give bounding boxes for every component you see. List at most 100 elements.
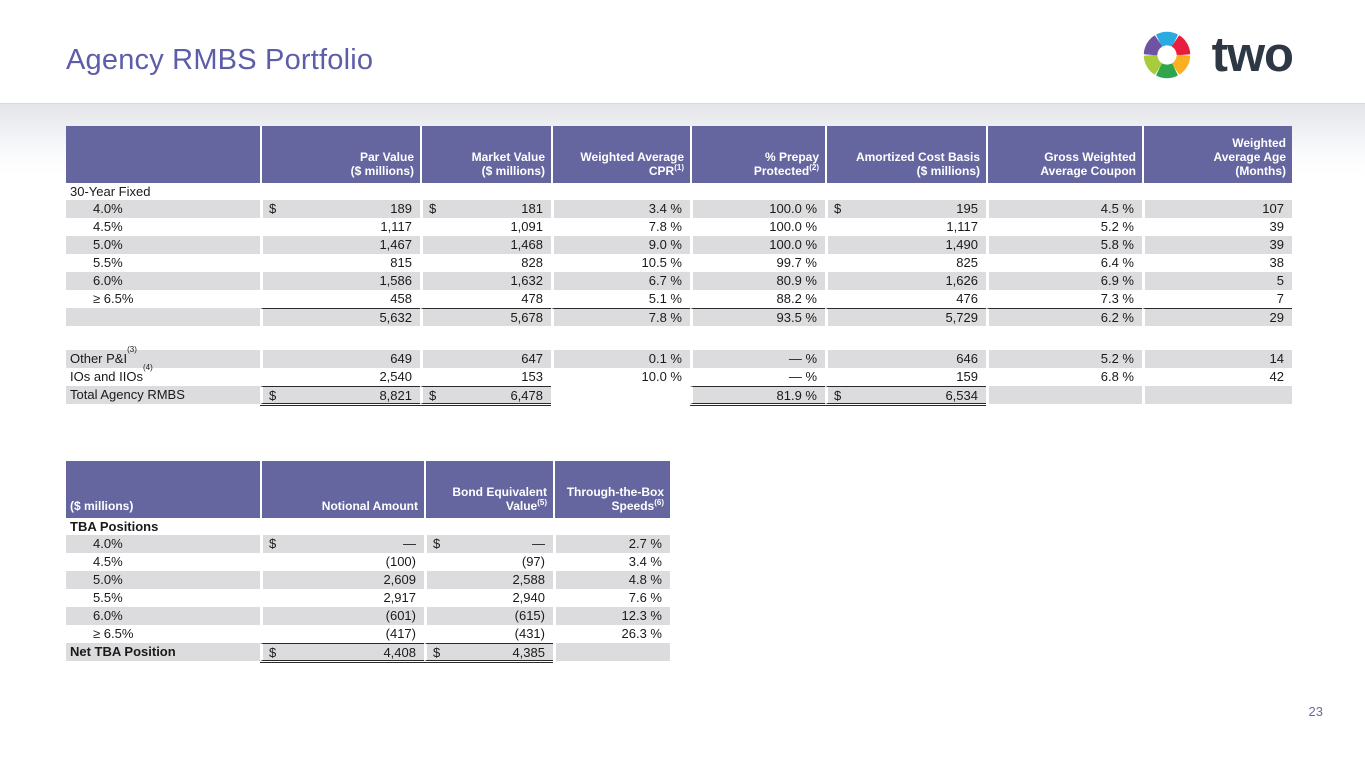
cell-value: 7 <box>1276 291 1284 306</box>
table-row: ≥ 6.5% 458 478 5.1 % 88.2 % 476 7.3 % 7 <box>66 290 1296 308</box>
column-header: Market Value ($ millions) <box>420 126 551 183</box>
header-line: Notional Amount <box>321 499 418 513</box>
cell-value: 100.0 % <box>769 237 817 252</box>
table-cell: 2,609 <box>260 571 424 589</box>
row-label: 6.0% <box>66 607 260 625</box>
row-label: Net TBA Position <box>66 643 260 661</box>
table-row: Net TBA Position $4,408 $4,385 <box>66 643 674 663</box>
row-label: ≥ 6.5% <box>93 291 134 306</box>
column-header: Through-the-Box Speeds(6) <box>553 461 670 518</box>
table-cell: $189 <box>260 200 420 218</box>
table-cell: 647 <box>420 350 551 368</box>
table-row: 5,632 5,678 7.8 % 93.5 % 5,729 6.2 % 29 <box>66 308 1296 326</box>
table-row: 4.0% $189 $181 3.4 % 100.0 % $195 4.5 % 107 <box>66 200 1296 218</box>
cell-value: 1,626 <box>945 273 978 288</box>
page-number: 23 <box>1308 704 1323 719</box>
cell-value: 1,490 <box>945 237 978 252</box>
cell-value: 476 <box>956 291 978 306</box>
table-header-row: Par Value ($ millions) Market Value ($ mill… <box>66 126 1296 183</box>
table-cell: 107 <box>1142 200 1292 218</box>
header-line: % Prepay <box>764 150 819 164</box>
table-cell: 2,940 <box>424 589 553 607</box>
cell-value: 5,632 <box>379 310 412 325</box>
column-header: Amortized Cost Basis ($ millions) <box>825 126 986 183</box>
table-cell: 646 <box>825 350 986 368</box>
table-cell: 1,468 <box>420 236 551 254</box>
header-line: (Months) <box>1235 164 1286 178</box>
header-line: ($ millions) <box>350 164 414 178</box>
table-cell: 1,117 <box>260 218 420 236</box>
table-cell: (97) <box>424 553 553 571</box>
cell-value: 7.8 % <box>648 219 682 234</box>
cell-value: 26.3 % <box>621 626 662 641</box>
cell-value: 1,632 <box>510 273 543 288</box>
cell-value: 14 <box>1269 351 1284 366</box>
table-cell: 153 <box>420 368 551 386</box>
table-cell: 2,588 <box>424 571 553 589</box>
table-cell: $6,478 <box>420 386 551 406</box>
cell-value: (100) <box>385 554 416 569</box>
cell-value: 1,117 <box>380 219 412 234</box>
row-label: ≥ 6.5% <box>93 626 134 641</box>
cell-value: (615) <box>514 608 545 623</box>
table-cell: 5.8 % <box>986 236 1142 254</box>
cell-value: 3.4 % <box>628 554 662 569</box>
row-label: 4.0% <box>66 535 260 553</box>
cell-value: 6.2 % <box>1100 310 1134 325</box>
two-logo-mark-icon <box>1143 31 1190 79</box>
header-footnote-marker: (1) <box>674 163 684 172</box>
cell-value: — % <box>788 369 817 384</box>
table-cell: 1,467 <box>260 236 420 254</box>
row-label: 4.5% <box>93 554 123 569</box>
table-cell: 81.9 % <box>690 386 825 406</box>
header-line: Average Age <box>1213 150 1286 164</box>
table-cell <box>986 386 1142 404</box>
table-cell: 6.4 % <box>986 254 1142 272</box>
row-label: 5.0% <box>66 236 260 254</box>
table-cell: — % <box>690 368 825 386</box>
table-cell: 10.5 % <box>551 254 690 272</box>
header-line: Market Value <box>471 150 545 164</box>
table-cell: $8,821 <box>260 386 420 406</box>
table-cell: 6.7 % <box>551 272 690 290</box>
cell-value: 5 <box>1276 273 1284 288</box>
cell-value: 159 <box>956 369 978 384</box>
table-cell: 1,626 <box>825 272 986 290</box>
table-cell: 88.2 % <box>690 290 825 308</box>
table-row: Other P&I (3) 649 647 0.1 % — % 646 5.2 % 14 <box>66 346 1296 368</box>
table-cell: 80.9 % <box>690 272 825 290</box>
table-cell: — % <box>690 350 825 368</box>
cell-value: 1,117 <box>946 219 978 234</box>
table-cell: 649 <box>260 350 420 368</box>
header-footnote-marker: (2) <box>809 163 819 172</box>
cell-value: 29 <box>1269 310 1284 325</box>
cell-value: 42 <box>1269 369 1284 384</box>
cell-value: 1,467 <box>379 237 412 252</box>
cell-value: — % <box>788 351 817 366</box>
table-cell: 1,586 <box>260 272 420 290</box>
column-header: Notional Amount <box>260 461 424 518</box>
cell-value: 6,534 <box>945 388 978 403</box>
table-cell: (601) <box>260 607 424 625</box>
table-cell: 100.0 % <box>690 218 825 236</box>
currency-symbol: $ <box>429 388 437 403</box>
row-label: IOs and IIOs (4) <box>70 363 153 385</box>
column-header: Weighted Average CPR(1) <box>551 126 690 183</box>
table-cell: 5,729 <box>825 308 986 326</box>
cell-value: 2,588 <box>512 572 545 587</box>
logo-wordmark: two <box>1211 27 1294 82</box>
table-cell: 39 <box>1142 218 1292 236</box>
table-row: ≥ 6.5% (417) (431) 26.3 % <box>66 625 674 643</box>
cell-value: 3.4 % <box>648 201 682 216</box>
table-cell: 38 <box>1142 254 1292 272</box>
cell-value: 2.7 % <box>628 536 662 551</box>
table-cell: 828 <box>420 254 551 272</box>
table-cell: 7 <box>1142 290 1292 308</box>
cell-value: 7.8 % <box>648 310 682 325</box>
cell-value: 153 <box>521 369 543 384</box>
header-line: Gross Weighted <box>1044 150 1136 164</box>
table-cell: 9.0 % <box>551 236 690 254</box>
table-cell: $181 <box>420 200 551 218</box>
table-cell: 1,091 <box>420 218 551 236</box>
cell-value: 10.5 % <box>641 255 682 270</box>
